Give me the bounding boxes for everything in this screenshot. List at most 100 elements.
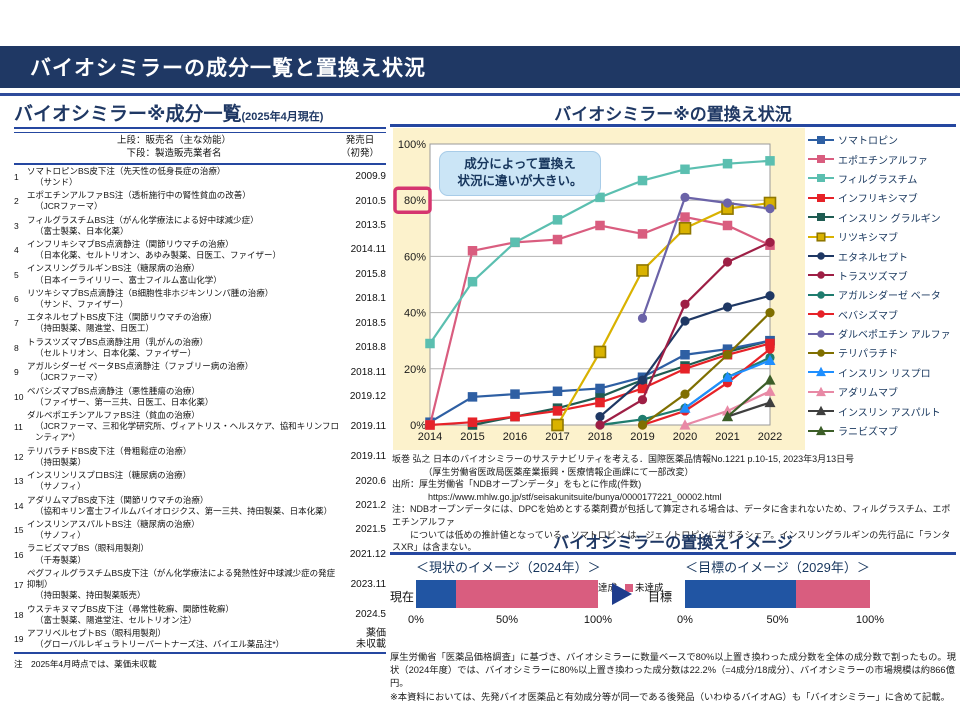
row-product: アガルシダーゼ ベータBS点滴静注（ファブリー病の治療） （JCRファーマ） xyxy=(27,361,340,383)
legend-label: フィルグラスチム xyxy=(838,174,918,186)
row-launch-date: 2024.5 xyxy=(355,608,386,620)
row-product-name: ダルベポエチンアルファBS注（貧血の治療） xyxy=(27,410,200,420)
legend-label: インフリキシマブ xyxy=(838,194,918,206)
row-number: 15 xyxy=(14,525,24,536)
row-product-name: リツキシマブBS点滴静注（B細胞性非ホジキンリンパ腫の治療） xyxy=(27,287,274,298)
row-product: インフリキシマブBS点滴静注（関節リウマチの治療） （日本化薬、セルトリオン、あゆ… xyxy=(27,239,340,261)
row-launch-date: 2018.8 xyxy=(355,342,386,354)
y-axis-tick: 40% xyxy=(404,308,426,320)
row-companies: （持田製薬） xyxy=(35,456,87,467)
row-number: 2 xyxy=(14,196,19,207)
row-launch-date: 2019.11 xyxy=(350,421,386,433)
row-companies: （協和キリン富士フイルムバイオロジクス、第一三共、持田製薬、日本化薬） xyxy=(35,505,333,516)
row-number: 17 xyxy=(14,579,24,590)
row-product-name: ソマトロピンBS皮下注（先天性の低身長症の治療） xyxy=(27,165,226,176)
table-row: 3 フィルグラスチムBS注（がん化学療法による好中球減少症） （富士製薬、日本化薬）… xyxy=(14,214,386,238)
legend-marker-icon xyxy=(808,367,834,377)
source-line: 坂巻 弘之 日本のバイオシミラーのサステナビリティを考える．国際医薬品情報No.… xyxy=(392,454,855,464)
table-row: 10 ベバシズマブBS点滴静注（悪性腫瘍の治療） （ファイザー、第一三共、日医工、日… xyxy=(14,385,386,409)
row-companies: （サンド） xyxy=(35,176,78,187)
row-number: 8 xyxy=(14,342,19,353)
title-underline xyxy=(0,93,960,96)
legend-item: ベバシズマブ xyxy=(808,305,958,324)
legend-marker-icon xyxy=(808,135,834,144)
legend-item: インスリン リスプロ xyxy=(808,363,958,382)
row-product: ベバシズマブBS点滴静注（悪性腫瘍の治療） （ファイザー、第一三共、日医工、日本化… xyxy=(27,386,340,408)
row-product: ソマトロピンBS皮下注（先天性の低身長症の治療） （サンド） xyxy=(27,166,340,188)
row-number: 19 xyxy=(14,634,24,645)
row-number: 5 xyxy=(14,269,19,280)
row-product: アフリベルセプトBS（眼科用製剤） （グローバルレギュラトリーパートナーズ注、バイ… xyxy=(27,628,340,650)
row-companies: （セルトリオン、日本化薬、ファイザー） xyxy=(35,347,196,358)
legend-marker-icon xyxy=(808,193,834,202)
row-launch-date: 2021.5 xyxy=(355,524,386,536)
row-launch-date: 2014.11 xyxy=(350,244,386,256)
row-launch-date: 2009.9 xyxy=(355,171,386,183)
legend-label: ダルベポエチン アルファ xyxy=(838,330,951,342)
legend-item: インスリン グラルギン xyxy=(808,208,958,227)
current-bar xyxy=(416,580,598,608)
chart-callout-line1: 成分によって置換え xyxy=(464,157,576,171)
row-companies: （日本化薬、セルトリオン、あゆみ製薬、日医工、ファイザー） xyxy=(35,250,281,261)
legend-item: アガルシダーゼ ベータ xyxy=(808,285,958,304)
legend-label: ソマトロピン xyxy=(838,136,898,148)
table-body: 1 ソマトロピンBS皮下注（先天性の低身長症の治療） （サンド） 2009.9 2 エポエ… xyxy=(14,165,386,654)
legend-item: ソマトロピン xyxy=(808,130,958,149)
legend-marker-icon xyxy=(808,213,834,222)
legend-label: エポエチンアルファ xyxy=(838,155,928,167)
table-row: 9 アガルシダーゼ ベータBS点滴静注（ファブリー病の治療） （JCRファーマ） 20… xyxy=(14,360,386,384)
row-companies: （グローバルレギュラトリーパートナーズ注、バイエル薬品注*） xyxy=(35,639,285,650)
chart-title-underline xyxy=(390,124,956,127)
table-row: 11 ダルベポエチンアルファBS注（貧血の治療） （JCRファーマ、三和化学研究所、… xyxy=(14,409,386,445)
row-number: 12 xyxy=(14,451,24,462)
bar-axis-tick: 100% xyxy=(855,614,885,626)
legend-item: ダルベポエチン アルファ xyxy=(808,324,958,343)
series-フィルグラスチム xyxy=(425,156,775,349)
legend-marker-icon xyxy=(808,425,834,435)
table-row: 18 ウステキヌマブBS皮下注（尋常性乾癬、関節性乾癬） （富士製薬、陽進堂注、セル… xyxy=(14,603,386,627)
legend-label: リツキシマブ xyxy=(838,233,898,245)
row-product-name: フィルグラスチムBS注（がん化学療法による好中球減少症） xyxy=(27,214,259,225)
row-number: 16 xyxy=(14,549,24,560)
row-product-name: エポエチンアルファBS注（透析施行中の腎性貧血の改善） xyxy=(27,190,251,201)
x-axis-tick: 2014 xyxy=(418,431,442,443)
y-axis-tick: 60% xyxy=(404,251,426,263)
row-number: 14 xyxy=(14,500,24,511)
table-row: 14 アダリムマブBS皮下注（関節リウマチの治療） （協和キリン富士フイルムバイオロ… xyxy=(14,494,386,518)
row-number: 3 xyxy=(14,220,19,231)
x-axis-tick: 2020 xyxy=(673,431,697,443)
row-companies: （サノフィ） xyxy=(35,530,86,541)
legend-marker-icon xyxy=(808,155,834,164)
legend-item: テリパラチド xyxy=(808,343,958,362)
row-companies: （日本イーライリリー、富士フイルム富山化学） xyxy=(35,274,222,285)
chart-callout: 成分によって置換え 状況に違いが大きい。 xyxy=(439,151,601,196)
legend-item: フィルグラスチム xyxy=(808,169,958,188)
current-state-heading: ＜現状のイメージ（2024年）＞ xyxy=(416,560,601,575)
table-row: 4 インフリキシマブBS点滴静注（関節リウマチの治療） （日本化薬、セルトリオン、あ… xyxy=(14,238,386,262)
series-ラニビズマブ xyxy=(722,374,776,422)
row-companies: （富士製薬、日本化薬） xyxy=(35,225,129,236)
legend-item: エポエチンアルファ xyxy=(808,149,958,168)
y-axis-tick: 0% xyxy=(410,420,426,432)
table-row: 1 ソマトロピンBS皮下注（先天性の低身長症の治療） （サンド） 2009.9 xyxy=(14,165,386,189)
table-header-name-line1: 上段：販売名（主な効能） xyxy=(116,135,231,146)
legend-marker-icon xyxy=(808,232,834,242)
row-companies: （JCRファーマ、三和化学研究所、ヴィアトリス・ヘルスケア、協和キリンフロンティ… xyxy=(35,421,340,443)
chart-legend: ソマトロピンエポエチンアルファ フィルグラスチム インフリキシマブインスリン グラル… xyxy=(808,130,958,440)
table-footnote: 注 2025年4月時点では、薬価未収載 xyxy=(14,658,157,669)
row-product: テリパラチドBS皮下注（骨粗鬆症の治療） （持田製薬） xyxy=(27,446,340,468)
row-product-name: アフリベルセプトBS（眼科用製剤） xyxy=(27,628,166,639)
table-row: 19 アフリベルセプトBS（眼科用製剤） （グローバルレギュラトリーパートナーズ注、… xyxy=(14,627,386,652)
row-product-name: インスリンリスプロBS注（糖尿病の治療） xyxy=(27,470,192,481)
row-companies: （千寿製薬） xyxy=(35,554,87,565)
table-row: 6 リツキシマブBS点滴静注（B細胞性非ホジキンリンパ腫の治療） （サンド、ファイザ… xyxy=(14,287,386,311)
row-launch-date: 2019.12 xyxy=(349,391,386,403)
series-ダルベポエチン アルファ xyxy=(637,192,775,323)
row-number: 13 xyxy=(14,476,24,487)
row-number: 9 xyxy=(14,367,19,378)
row-launch-date: 2018.11 xyxy=(350,366,386,378)
forward-arrow-icon xyxy=(612,583,632,605)
target-bar-achieved-segment xyxy=(685,580,796,608)
target-bar xyxy=(685,580,870,608)
row-product: ペグフィルグラスチムBS皮下注（がん化学療法による発熱性好中球減少症の発症抑制）… xyxy=(27,568,340,602)
